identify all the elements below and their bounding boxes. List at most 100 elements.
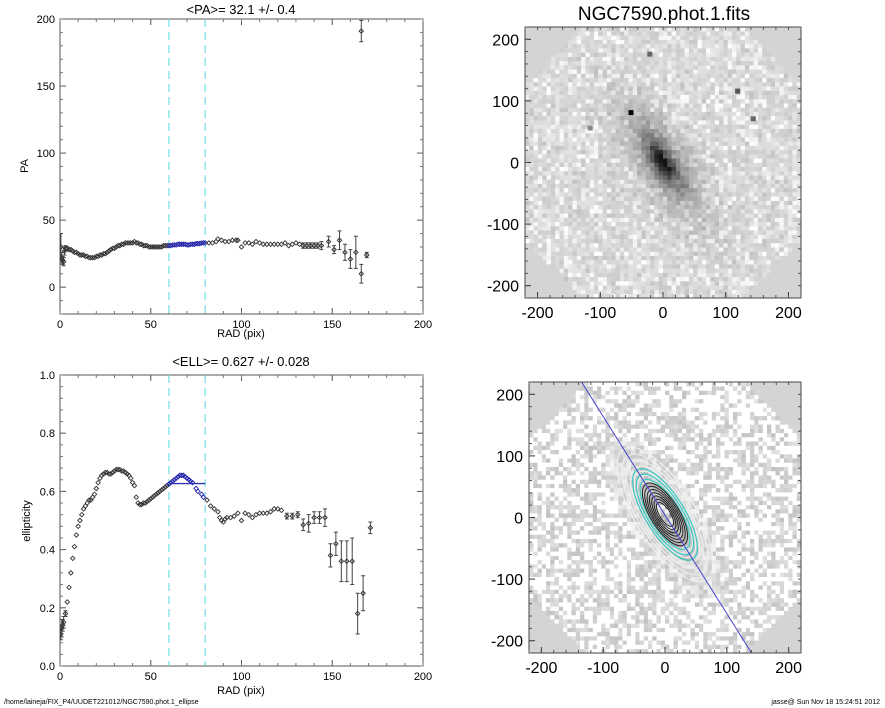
image-pixel [533,192,539,197]
image-pixel [770,204,776,210]
image-pixel [723,73,728,79]
image-pixel [576,86,582,91]
image-pixel [559,171,565,176]
image-pixel [550,52,556,57]
image-pixel [736,141,741,146]
image-pixel [740,115,746,121]
image-pixel [714,48,720,53]
image-pixel [611,272,616,278]
image-pixel [749,82,754,87]
image-pixel [624,171,629,176]
image-pixel [533,187,539,193]
image-pixel [775,145,780,151]
image-pixel [740,99,746,104]
image-pixel [581,69,586,74]
image-pixel [650,94,655,100]
image-pixel [572,141,577,146]
image-pixel [559,111,565,117]
image-pixel [550,175,556,180]
image-pixel [563,204,569,210]
image-pixel [788,99,793,104]
image-pixel [766,43,772,49]
image-pixel [641,247,646,252]
image-pixel [641,94,646,100]
image-pixel [525,217,530,222]
image-pixel [714,69,720,74]
image-pixel [529,496,534,501]
image-pixel [783,39,789,45]
image-pixel [602,137,608,142]
image-pixel [792,145,797,151]
image-pixel [589,171,595,176]
y-tick-label: 0.6 [40,486,55,498]
image-pixel [740,60,746,66]
image-pixel [667,65,672,70]
image-pixel [740,179,746,184]
image-pixel [589,268,595,273]
image-pixel [779,39,784,45]
image-pixel [546,175,552,180]
image-pixel [684,196,690,201]
image-pixel [533,640,538,645]
image-pixel [710,234,715,239]
image-pixel [675,276,681,282]
image-pixel [740,149,746,155]
image-pixel [650,60,655,66]
image-pixel [684,35,690,40]
image-pixel [628,154,634,159]
image-pixel [727,209,733,214]
image-pixel [796,276,802,282]
image-pixel [693,69,698,74]
image-pixel [555,35,560,40]
error-bar [342,243,347,261]
image-pixel [779,255,784,261]
image-pixel [606,39,612,45]
image-pixel [563,179,569,184]
image-pixel [529,551,534,556]
image-pixel [766,293,772,299]
image-pixel [706,99,711,104]
image-pixel [667,230,672,235]
image-pixel [701,179,707,184]
image-pixel [533,475,538,480]
image-pixel [645,73,651,79]
image-pixel [563,73,569,79]
image-pixel [619,166,625,172]
image-pixel [650,234,655,239]
image-pixel [770,77,776,83]
image-pixel [581,52,586,57]
image-pixel [770,35,776,40]
image-pixel [559,69,565,74]
image-pixel [783,171,789,176]
image-pixel [602,52,608,57]
image-pixel [736,255,741,261]
image-pixel [753,171,759,176]
image-pixel [719,238,724,244]
image-pixel [736,124,741,129]
image-pixel [589,31,595,36]
image-pixel [796,293,802,299]
image-pixel [615,230,621,235]
image-pixel [541,555,547,561]
image-pixel [788,238,793,244]
image-pixel [658,259,664,265]
image-pixel [581,39,586,45]
image-pixel [744,94,750,100]
image-pixel [615,90,621,95]
image-pixel [537,221,543,227]
image-pixel [667,158,672,163]
image-pixel [654,162,659,167]
image-pixel [697,238,703,244]
image-pixel [736,43,741,49]
image-pixel [650,217,655,222]
image-pixel [624,221,629,227]
image-pixel [533,644,538,649]
image-pixel [693,226,698,231]
image-pixel [671,243,677,248]
image-pixel [611,141,616,146]
image-pixel [762,154,767,159]
image-pixel [576,285,582,290]
image-pixel [525,196,530,201]
image-pixel [697,132,703,138]
image-pixel [602,115,608,121]
